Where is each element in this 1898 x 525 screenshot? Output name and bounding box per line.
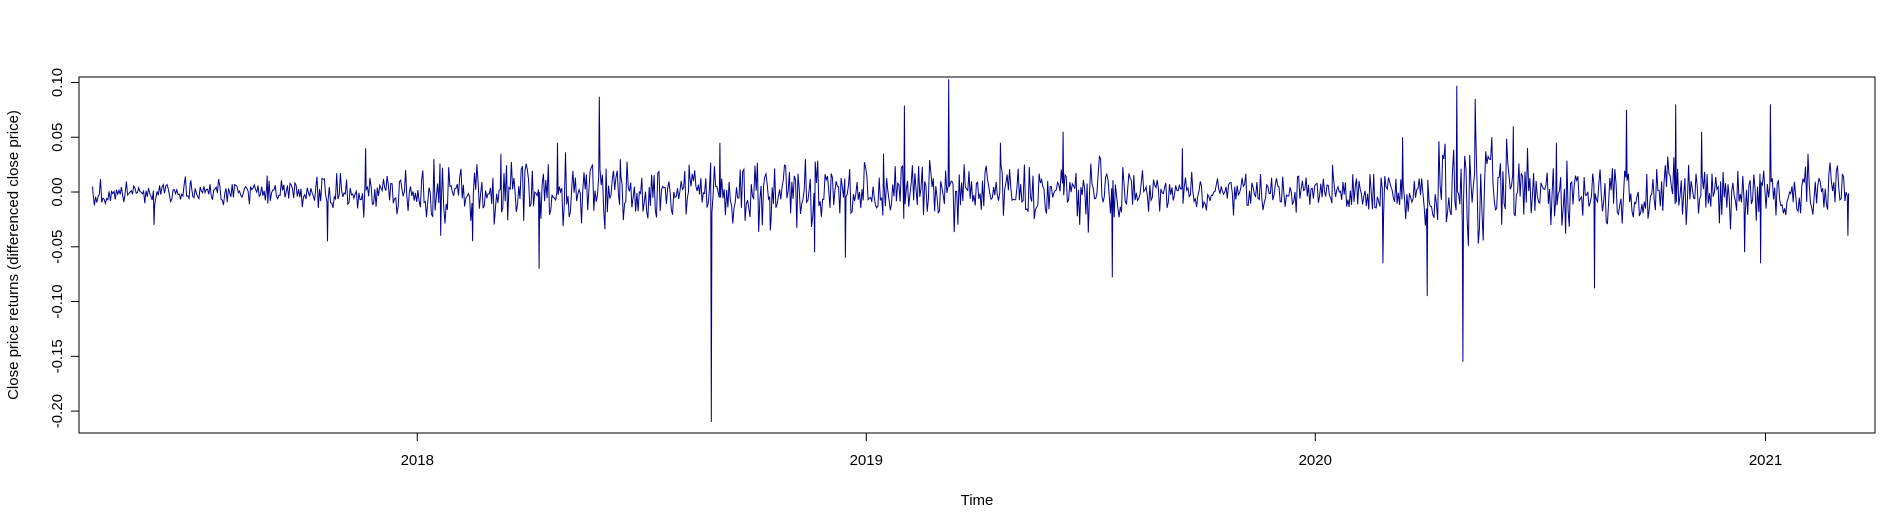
plot-frame — [78, 76, 1876, 434]
x-tick-label: 2019 — [850, 452, 883, 469]
series-line — [92, 79, 1850, 423]
y-tick-label: 0.00 — [49, 177, 66, 206]
y-tick-label: 0.05 — [49, 123, 66, 152]
y-tick-label: -0.05 — [49, 230, 66, 264]
x-axis-title: Time — [961, 492, 994, 509]
x-tick-label: 2018 — [401, 452, 434, 469]
y-tick-label: -0.10 — [49, 284, 66, 318]
y-tick-label: -0.15 — [49, 339, 66, 373]
x-axis: 2018 2019 2020 2021 — [401, 432, 1782, 469]
x-tick-label: 2020 — [1299, 452, 1332, 469]
y-tick-label: -0.20 — [49, 394, 66, 428]
x-tick-label: 2021 — [1749, 452, 1782, 469]
y-axis-title: Close price returns (differenced close p… — [5, 110, 22, 400]
y-axis: 0.10 0.05 0.00 -0.05 -0.10 -0.15 -0.20 — [49, 68, 80, 428]
y-tick-label: 0.10 — [49, 68, 66, 97]
